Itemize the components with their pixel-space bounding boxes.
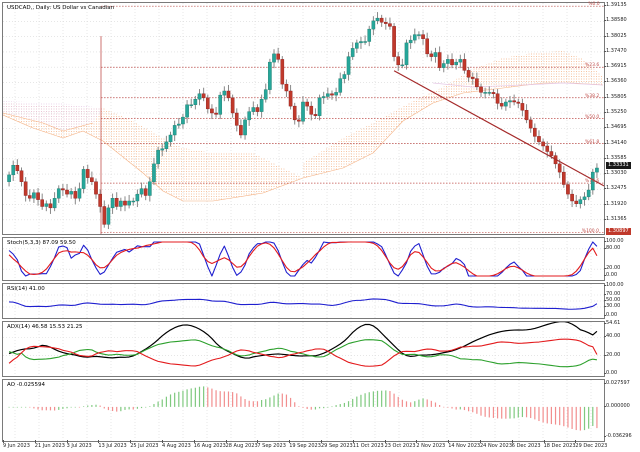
adx-axis-tick: 20.00 <box>603 351 621 358</box>
price-axis-tick: 1.34695 <box>604 124 627 131</box>
adx-plot <box>3 322 604 376</box>
time-axis-label: 19 Sep 2023 <box>289 440 321 449</box>
price-axis-tick: 1.31365 <box>604 215 627 222</box>
time-axis-label: 4 Aug 2023 <box>162 440 191 449</box>
price-axis-tick: 1.35805 <box>604 93 627 100</box>
ao-axis-tick: 0.000000 <box>604 402 630 409</box>
ao-histogram <box>8 380 598 441</box>
rsi-axis: 100.00 70.00 50.00 30.00 0.00 <box>603 282 640 319</box>
chart-title: USDCAD,, Daily: US Dollar vs Canadian <box>7 5 115 11</box>
fib-level-label: %50.0 <box>585 114 600 120</box>
fib-level-label: %38.2 <box>585 93 600 99</box>
awesome-oscillator-pane[interactable]: AO -0.025594 <box>2 379 605 442</box>
adx-axis: 54.61 40.00 20.00 0.00 <box>603 320 640 377</box>
stochastic-axis: 100.00 80.00 20.00 0.00 <box>603 237 640 281</box>
rsi-axis-tick: 0.00 <box>603 312 618 318</box>
time-axis-label: 16 Aug 2023 <box>193 440 226 449</box>
time-axis-label: 7 Sep 2023 <box>257 440 286 449</box>
stochastic-plot <box>3 238 604 280</box>
stochastic-axis-tick: 100.00 <box>604 238 624 244</box>
time-axis-label: 29 Sep 2023 <box>321 440 353 449</box>
price-axis-tick: 1.37470 <box>604 47 627 54</box>
time-axis-label: 23 Oct 2023 <box>384 440 416 449</box>
fib-level-label: %78.6 <box>585 179 600 185</box>
ao-axis-tick: 0.027597 <box>604 380 630 386</box>
stochastic-axis-tick: 20.00 <box>603 265 621 272</box>
time-axis-label: 28 Aug 2023 <box>225 440 258 449</box>
ao-axis-tick: -0.036296 <box>604 433 632 439</box>
price-axis-tick: 1.34140 <box>604 139 627 146</box>
time-axis[interactable]: 9 Jun 2023 21 Jun 2023 3 Jul 2023 13 Jul 20… <box>0 440 640 452</box>
fib-level-label: %61.8 <box>585 139 600 145</box>
ao-axis: 0.027597 0.000000 -0.036296 <box>604 379 640 442</box>
adx-axis-tick: 0.00 <box>603 370 618 376</box>
rsi-label: RSI(14) 41.00 <box>7 286 45 292</box>
stochastic-label: Stoch(5,3,3) 87.09 59.50 <box>7 240 76 246</box>
rsi-plot <box>3 284 604 318</box>
price-axis-tick: 1.31920 <box>604 200 627 207</box>
stochastic-axis-tick: 0.00 <box>603 272 618 278</box>
time-axis-label: 14 Nov 2023 <box>448 440 481 449</box>
time-axis-label: 9 Jun 2023 <box>3 440 30 449</box>
rsi-axis-tick: 30.00 <box>603 303 621 309</box>
rsi-pane[interactable]: RSI(14) 41.00 <box>2 283 605 319</box>
ao-label: AO -0.025594 <box>7 382 45 388</box>
time-axis-label: 6 Dec 2023 <box>511 440 541 449</box>
price-axis-tick: 1.36915 <box>604 63 627 70</box>
price-axis-tick: 1.39135 <box>604 2 627 9</box>
price-chart-pane[interactable]: USDCAD,, Daily: US Dollar vs Canadian %0… <box>2 2 605 235</box>
time-axis-label: 25 Jul 2023 <box>130 440 159 449</box>
fib-level-label: %23.6 <box>585 63 600 69</box>
price-axis-tick: 1.38580 <box>604 17 627 24</box>
adx-label: ADX(14) 46.58 15.53 21.25 <box>7 324 83 330</box>
price-axis-tick: 1.35250 <box>604 109 627 115</box>
fib-level-label: %0.0 <box>588 2 600 8</box>
adx-axis-tick: 54.61 <box>603 320 621 326</box>
price-axis-tick: 1.33030 <box>604 170 627 177</box>
rsi-axis-tick: 50.00 <box>603 297 621 303</box>
price-axis-tick: 1.33585 <box>604 154 627 161</box>
low-price-tag: 1.30897 <box>606 228 631 235</box>
time-axis-label: 29 Dec 2023 <box>575 440 608 449</box>
time-axis-label: 2 Nov 2023 <box>416 440 446 449</box>
time-axis-label: 3 Jul 2023 <box>66 440 92 449</box>
time-axis-label: 11 Oct 2023 <box>352 440 384 449</box>
stochastic-pane[interactable]: Stoch(5,3,3) 87.09 59.50 <box>2 237 605 281</box>
adx-pane[interactable]: ADX(14) 46.58 15.53 21.25 <box>2 321 605 377</box>
fib-level-label: %100.0 <box>581 228 599 234</box>
rsi-axis-tick: 100.00 <box>604 282 624 288</box>
candlestick-plot[interactable] <box>3 3 604 234</box>
price-axis[interactable]: 1.39135 1.38580 1.38025 1.37470 1.36915 1.363… <box>604 2 640 235</box>
adx-axis-tick: 40.00 <box>603 333 621 340</box>
price-axis-tick: 1.32475 <box>604 185 627 192</box>
current-price-tag: 1.33331 <box>606 161 631 169</box>
rsi-axis-tick: 70.00 <box>603 291 621 297</box>
price-axis-tick: 1.38025 <box>604 32 627 39</box>
time-axis-label: 18 Dec 2023 <box>543 440 576 449</box>
time-axis-label: 21 Jun 2023 <box>34 440 65 449</box>
stochastic-axis-tick: 80.00 <box>603 244 621 251</box>
time-axis-label: 13 Jul 2023 <box>98 440 127 449</box>
time-axis-label: 24 Nov 2023 <box>480 440 513 449</box>
price-axis-tick: 1.36360 <box>604 78 627 85</box>
